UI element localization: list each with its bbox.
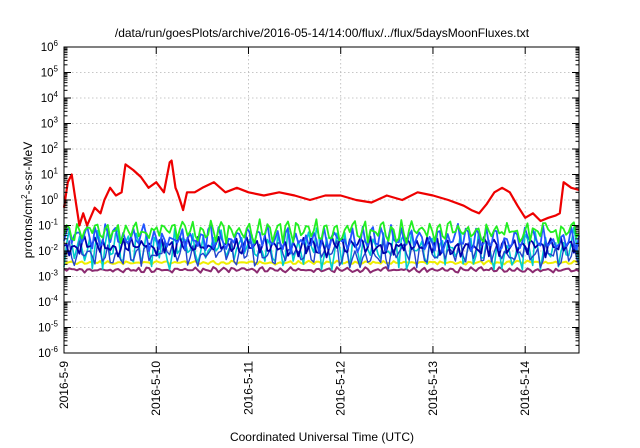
y-tick-label-base: 10: [41, 119, 54, 131]
y-tick-label: 10-5: [38, 320, 58, 335]
y-axis-label-sup: 2: [20, 194, 29, 199]
y-tick-label-base: 10: [38, 246, 51, 258]
y-tick-label: 10-3: [38, 269, 58, 284]
series-line: [63, 226, 580, 271]
y-tick-label-base: 10: [41, 93, 54, 105]
y-tick-label-base: 10: [41, 195, 54, 207]
y-tick-label-exp: -6: [51, 345, 59, 354]
y-tick-label-exp: 1: [54, 167, 59, 176]
y-tick-label: 10-1: [38, 218, 58, 233]
y-tick-label: 101: [41, 167, 59, 182]
y-tick-label-exp: 4: [54, 90, 59, 99]
y-tick-label: 10-4: [38, 294, 58, 309]
y-tick-label-exp: -2: [51, 243, 59, 252]
y-tick-label-exp: -1: [51, 218, 59, 227]
y-tick-label-base: 10: [41, 42, 54, 54]
y-tick-label-base: 10: [38, 348, 51, 360]
x-tick-label: 2016-5-13: [426, 361, 440, 416]
y-tick-label-exp: -5: [51, 320, 59, 329]
y-tick-label-base: 10: [41, 68, 54, 80]
x-tick-labels: 2016-5-9 2016-5-10 2016-5-11 2016-5-12 2016-…: [57, 361, 532, 416]
y-tick-label-exp: -3: [51, 269, 59, 278]
y-tick-label-base: 10: [41, 170, 54, 182]
y-tick-label: 106: [41, 39, 59, 54]
y-tick-label: 104: [41, 90, 59, 105]
y-tick-label-exp: 2: [54, 141, 59, 150]
x-axis-label: Coordinated Universal Time (UTC): [230, 430, 414, 444]
chart-title: /data/run/goesPlots/archive/2016-05-14/1…: [115, 26, 530, 40]
y-axis-label-pre: protons/cm: [21, 199, 35, 258]
y-tick-label-base: 10: [38, 272, 51, 284]
y-tick-label-base: 10: [38, 323, 51, 335]
y-tick-label-exp: 5: [54, 65, 59, 74]
y-tick-label-base: 10: [38, 297, 51, 309]
y-tick-label-exp: 3: [54, 116, 59, 125]
y-tick-label-exp: 6: [54, 39, 59, 48]
series-line: [63, 218, 580, 245]
x-tick-label: 2016-5-12: [334, 361, 348, 416]
x-tick-label: 2016-5-10: [149, 361, 163, 416]
series-line: [63, 266, 580, 274]
series-line: [62, 159, 580, 227]
y-tick-label: 103: [41, 116, 59, 131]
y-tick-labels: 10-610-510-410-310-210-11001011021031041…: [38, 39, 58, 360]
series-line: [63, 237, 580, 270]
x-tick-label: 2016-5-14: [518, 361, 532, 416]
y-tick-label: 10-6: [38, 345, 58, 360]
data-series: [62, 159, 580, 274]
y-tick-label-base: 10: [41, 144, 54, 156]
axis-ticks: [63, 46, 579, 354]
y-tick-label: 100: [41, 192, 59, 207]
y-tick-label-exp: -4: [51, 294, 59, 303]
y-tick-label-base: 10: [38, 221, 51, 233]
grid: [64, 47, 579, 353]
y-axis-label-post: -s-sr-MeV: [21, 142, 35, 195]
y-tick-label: 102: [41, 141, 59, 156]
series-line: [63, 223, 580, 255]
y-tick-label: 10-2: [38, 243, 58, 258]
x-tick-label: 2016-5-11: [241, 361, 255, 415]
y-tick-label: 105: [41, 65, 59, 80]
y-axis-label: protons/cm2-s-sr-MeV: [20, 142, 35, 258]
x-tick-label: 2016-5-9: [57, 361, 71, 409]
y-tick-label-exp: 0: [54, 192, 59, 201]
